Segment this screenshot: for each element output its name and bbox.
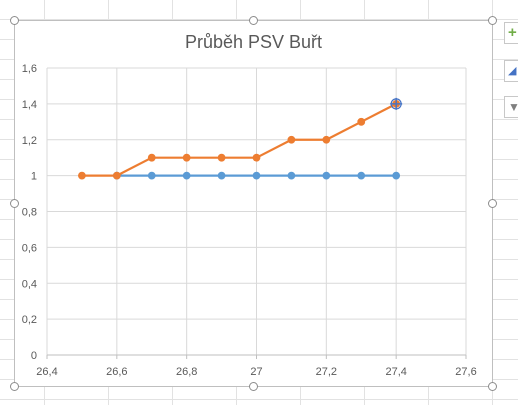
y-tick-label: 1,4 bbox=[22, 99, 37, 111]
data-point[interactable] bbox=[182, 171, 191, 180]
data-point[interactable] bbox=[287, 171, 296, 180]
y-tick-label: 0,6 bbox=[22, 242, 37, 254]
data-point[interactable] bbox=[322, 171, 331, 180]
plot-area[interactable]: 26,4 26,6 26,8 27 27,2 27,4 27,6 0 0,2 0,4 0,6 0,8 1… bbox=[15, 21, 492, 386]
y-tick-label: 0,2 bbox=[22, 314, 37, 326]
data-point[interactable] bbox=[287, 135, 296, 144]
data-point[interactable] bbox=[357, 171, 366, 180]
y-tick-label: 1 bbox=[31, 171, 37, 183]
series-line-2[interactable] bbox=[81, 102, 397, 177]
y-tick-label: 0 bbox=[31, 350, 37, 362]
resize-handle-left[interactable] bbox=[10, 199, 19, 208]
chart-elements-button[interactable]: + bbox=[504, 22, 518, 44]
resize-handle-bottom-left[interactable] bbox=[10, 382, 19, 391]
brush-icon: ◢ bbox=[508, 65, 517, 77]
resize-handle-bottom[interactable] bbox=[249, 382, 258, 391]
x-tick-label: 26,8 bbox=[176, 366, 197, 378]
data-point[interactable] bbox=[252, 153, 261, 162]
resize-handle-right[interactable] bbox=[488, 199, 497, 208]
resize-handle-bottom-right[interactable] bbox=[488, 382, 497, 391]
data-point[interactable] bbox=[147, 171, 156, 180]
x-tick-label: 26,4 bbox=[36, 366, 57, 378]
data-point[interactable] bbox=[217, 171, 226, 180]
chart-area[interactable]: Průběh PSV Buřt 26,4 26,6 26,8 27 27,2 27,4 27… bbox=[14, 20, 493, 387]
y-tick-label: 1,2 bbox=[22, 135, 37, 147]
y-tick-label: 1,6 bbox=[22, 63, 37, 75]
data-point[interactable] bbox=[252, 171, 261, 180]
chart-styles-button[interactable]: ◢ bbox=[504, 60, 518, 82]
x-tick-label: 27,4 bbox=[385, 366, 406, 378]
resize-handle-top[interactable] bbox=[249, 16, 258, 25]
resize-handle-top-right[interactable] bbox=[488, 16, 497, 25]
data-point[interactable] bbox=[217, 153, 226, 162]
move-cursor-icon bbox=[390, 97, 403, 110]
data-point[interactable] bbox=[392, 171, 401, 180]
x-tick-label: 27 bbox=[250, 366, 262, 378]
data-point[interactable] bbox=[322, 135, 331, 144]
resize-handle-top-left[interactable] bbox=[10, 16, 19, 25]
data-point[interactable] bbox=[147, 153, 156, 162]
plus-icon: + bbox=[508, 24, 517, 41]
filter-icon: ▼ bbox=[508, 100, 518, 114]
x-tick-label: 27,2 bbox=[316, 366, 337, 378]
y-tick-label: 0,8 bbox=[22, 207, 37, 219]
data-point[interactable] bbox=[357, 117, 366, 126]
y-tick-label: 0,4 bbox=[22, 278, 37, 290]
chart-filters-button[interactable]: ▼ bbox=[504, 96, 518, 118]
data-point[interactable] bbox=[112, 171, 121, 180]
chart-title[interactable]: Průběh PSV Buřt bbox=[184, 32, 323, 52]
data-point[interactable] bbox=[182, 153, 191, 162]
x-tick-label: 27,6 bbox=[455, 366, 476, 378]
x-tick-label: 26,6 bbox=[106, 366, 127, 378]
data-point[interactable] bbox=[78, 171, 86, 180]
